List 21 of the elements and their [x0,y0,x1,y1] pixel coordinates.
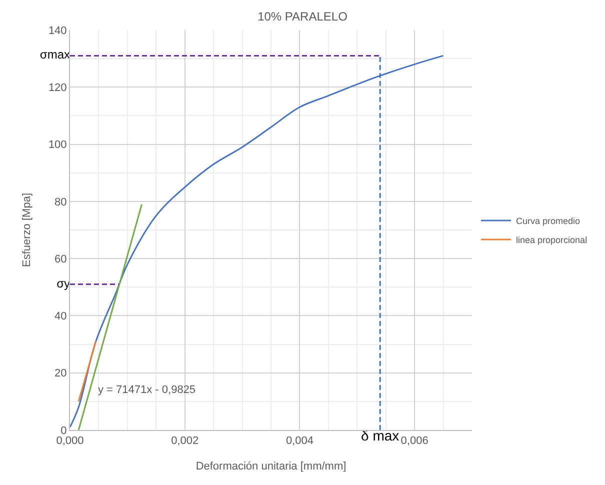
y-tick-label: 140 [48,24,67,37]
series-label: σmax [40,48,70,62]
chart-title: 10% PARALELO [258,10,348,24]
y-tick-label: 60 [54,253,67,266]
x-tick-label: 0,000 [56,435,84,448]
line-series [70,54,444,428]
y-tick-label: 80 [54,196,67,208]
x-tick-label: 0,004 [286,435,314,448]
legend-label: linea proporcional [516,235,588,246]
x-tick-label: 0,002 [171,435,199,448]
x-axis-title: Deformación unitaria [mm/mm] [196,460,346,472]
annotation: y = 71471x - 0,9825 [98,384,196,396]
x-tick-label: 0,006 [400,435,428,448]
series-label: σy [56,276,70,290]
y-tick-label: 20 [54,368,67,380]
y-tick-label: 40 [54,310,67,323]
y-axis-title: Esfuerzo [Mpa] [21,193,34,267]
y-tick-label: 100 [48,139,67,152]
legend-label: Curva promedio [516,216,580,226]
y-tick-label: 120 [48,82,67,94]
y-tick-label: 0 [60,424,67,437]
